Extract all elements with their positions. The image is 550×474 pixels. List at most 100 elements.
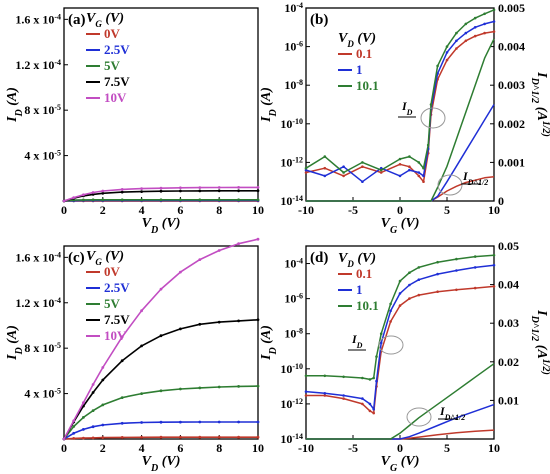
data-point-d [342, 394, 345, 397]
x-tick-label-a: 2 [100, 203, 106, 217]
data-point-c [237, 242, 240, 245]
data-point-a [140, 198, 143, 201]
data-point-b [474, 35, 477, 38]
y-tick-label-a: 8 x 10-5 [24, 103, 61, 118]
data-point-a [92, 198, 95, 201]
data-point-d [474, 266, 477, 269]
data-point-c [218, 321, 221, 324]
legend-label-c: 7.5V [104, 312, 130, 327]
legend-label-d: 0.1 [356, 266, 372, 281]
data-point-b [342, 165, 345, 168]
data-point-c [140, 436, 143, 439]
y2-tick-label-d: 0.02 [498, 355, 519, 369]
y2-tick-label-b: 0.004 [498, 40, 525, 54]
data-point-d [305, 375, 308, 378]
data-point-d [305, 394, 308, 397]
y2-tick-label-b: 0.002 [498, 117, 525, 131]
x-tick-label-b: 5 [444, 203, 450, 217]
data-point-b [380, 171, 383, 174]
y-tick-label-c: 4 x 10-5 [24, 386, 61, 401]
data-point-c [92, 425, 95, 428]
data-point-d [493, 264, 496, 267]
y-tick-label-d: 10-6 [284, 291, 303, 306]
data-point-c [257, 421, 260, 424]
panel-label-a: (a) [68, 12, 86, 28]
data-point-d [324, 375, 327, 378]
data-point-c [101, 436, 104, 439]
data-point-d [399, 280, 402, 283]
y-tick-label-b: 10-4 [284, 1, 303, 16]
data-point-a [82, 199, 85, 202]
data-point-c [198, 421, 201, 424]
data-point-d [369, 378, 372, 381]
y2-tick-label-b: 0.001 [498, 155, 525, 169]
data-point-c [237, 320, 240, 323]
data-point-b [474, 17, 477, 20]
data-point-b [465, 23, 468, 26]
data-point-b [399, 158, 402, 161]
data-point-c [179, 436, 182, 439]
data-point-d [324, 392, 327, 395]
data-point-c [101, 404, 104, 407]
data-point-d [455, 269, 458, 272]
data-point-d [361, 403, 364, 406]
y-axis-label-d: ID (A) [259, 325, 279, 361]
y-axis-label-c: ID (A) [5, 325, 25, 361]
x-tick-label-c: 4 [139, 441, 145, 455]
data-point-a [218, 186, 221, 189]
data-point-c [92, 437, 95, 440]
legend-label-d: 1 [356, 282, 363, 297]
x-tick-label-b: -5 [348, 203, 358, 217]
legend-label-b: 1 [356, 62, 363, 77]
x-tick-label-c: 10 [252, 441, 264, 455]
data-point-d [408, 271, 411, 274]
series-line-d-10.1 [306, 255, 494, 379]
y2-tick-label-b: 0.003 [498, 78, 525, 92]
series-line-c-5V [64, 386, 258, 439]
data-point-b [436, 65, 439, 68]
x-tick-label-c: 8 [216, 441, 222, 455]
data-point-c [92, 409, 95, 412]
data-point-c [92, 391, 95, 394]
x-axis-label-d: VG (V) [381, 454, 420, 474]
x-tick-label-c: 2 [100, 441, 106, 455]
legend-label-b: 10.1 [356, 78, 379, 93]
y2-tick-label-d: 0.03 [498, 316, 519, 330]
series-line-d-1 [306, 265, 494, 409]
data-point-b [361, 165, 364, 168]
data-point-a [179, 186, 182, 189]
x-tick-label-d: -10 [298, 441, 314, 455]
data-point-c [237, 436, 240, 439]
data-point-d [493, 254, 496, 257]
data-point-a [121, 188, 124, 191]
data-point-b [493, 30, 496, 33]
data-point-b [380, 169, 383, 172]
data-point-b [324, 155, 327, 158]
y-tick-label-b: 10-12 [280, 155, 303, 170]
data-point-c [82, 401, 85, 404]
data-point-c [198, 323, 201, 326]
data-point-d [369, 403, 372, 406]
data-point-a [160, 187, 163, 190]
data-point-a [101, 190, 104, 193]
data-point-c [160, 334, 163, 337]
data-point-c [92, 383, 95, 386]
data-point-d [389, 310, 392, 313]
legend-label-c: 2.5V [104, 280, 130, 295]
y-tick-label-d: 10-4 [284, 256, 303, 271]
data-point-a [101, 198, 104, 201]
data-point-a [257, 198, 260, 201]
data-point-a [218, 189, 221, 192]
data-point-b [446, 45, 449, 48]
x-axis-label-c: VD (V) [142, 454, 181, 474]
data-point-b [408, 165, 411, 168]
legend-label-a: 2.5V [104, 42, 130, 57]
data-point-a [121, 198, 124, 201]
data-point-c [179, 328, 182, 331]
data-point-a [198, 190, 201, 193]
sqrt-line-d-10.1 [306, 364, 494, 439]
data-point-b [465, 40, 468, 43]
x-tick-label-b: 0 [397, 203, 403, 217]
data-point-b [305, 171, 308, 174]
